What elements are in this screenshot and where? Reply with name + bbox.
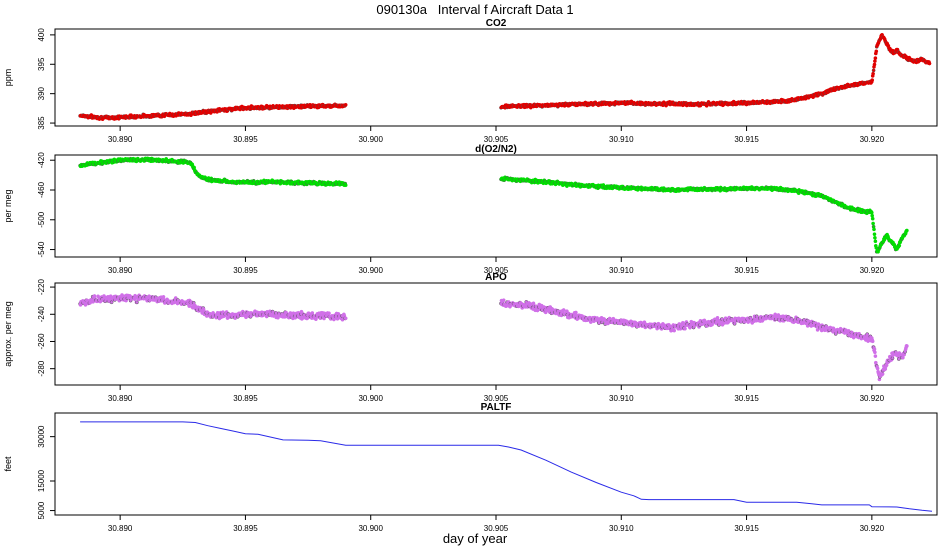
co2-panel: CO2 ppm 30.890 30.895 30.900 30.905 30.910 30.9… [3,18,938,144]
co2-ytick-label: 400 [37,28,46,42]
apo-title: APO [485,272,507,283]
d-o2-n2-data-point [872,232,877,237]
d-o2-n2-title: d(O2/N2) [475,144,517,155]
apo-xtick-label: 30.890 [108,394,133,403]
apo-data-point [501,298,506,303]
apo-data-point [884,363,889,368]
co2-data-point [871,68,876,73]
apo-data-point [672,328,677,333]
apo-data-point [872,347,877,351]
d-o2-n2-data-point [870,216,875,221]
apo-panel: APO approx. per meg 30.890 30.895 30.900 30.9… [3,272,938,403]
co2-data-point [873,59,877,63]
apo-ytick-label: -240 [37,306,46,323]
page-title: 090130a Interval f Aircraft Data 1 [376,2,574,17]
apo-data-point [561,308,566,312]
d-o2-n2-xtick-label: 30.920 [860,266,885,275]
apo-data-point [135,300,139,305]
paltf-title: PALTF [481,402,512,413]
apo-data-point [873,350,877,355]
co2-data-point [871,71,875,76]
co2-data-point [874,49,879,54]
co2-xtick-label: 30.910 [609,135,634,144]
apo-data-point [880,372,885,376]
co2-data-point [927,61,932,66]
apo-data-point [683,326,687,331]
d-o2-n2-xtick-label: 30.910 [609,266,634,275]
d-o2-n2-data-point [871,221,875,226]
d-o2-n2-panel: d(O2/N2) per meg 30.890 30.895 30.900 30.905 3… [3,144,938,275]
d-o2-n2-ytick-label: -420 [37,152,46,169]
apo-data-point [870,339,875,344]
paltf-series-line [80,421,933,512]
d-o2-n2-data-point [897,243,902,248]
apo-xtick-label: 30.895 [233,394,258,403]
co2-title: CO2 [486,18,507,29]
apo-xtick-label: 30.900 [358,394,383,403]
d-o2-n2-xtick-label: 30.915 [734,266,759,275]
d-o2-n2-data-point [870,213,875,218]
paltf-ytick-label: 30000 [37,425,46,448]
apo-data-point [890,356,895,361]
co2-ylabel: ppm [3,69,13,87]
co2-xtick-label: 30.890 [108,135,133,144]
apo-data-point [161,295,166,299]
d-o2-n2-xtick-label: 30.900 [358,266,383,275]
co2-data-point [873,56,878,60]
d-o2-n2-ytick-label: -460 [37,181,46,198]
paltf-ylabel: feet [3,456,13,472]
paltf-ytick-label: 15000 [37,469,46,492]
apo-data-point [327,311,331,316]
d-o2-n2-data-point [873,239,878,244]
co2-xtick-label: 30.920 [860,135,885,144]
apo-ytick-label: -280 [37,360,46,377]
apo-frame [54,282,938,386]
apo-ytick-label: -220 [37,279,46,296]
apo-ytick-label: -260 [37,333,46,350]
co2-data-point [872,62,877,67]
apo-data-point [310,311,315,315]
d-o2-n2-data-point [869,210,874,215]
apo-xtick-label: 30.910 [609,394,634,403]
d-o2-n2-ytick-label: -500 [37,211,46,228]
d-o2-n2-xtick-label: 30.895 [233,266,258,275]
apo-data-point [276,315,280,320]
co2-data-point [343,102,348,107]
apo-data-point [574,310,578,315]
d-o2-n2-ytick-label: -540 [37,241,46,258]
d-o2-n2-data-point [343,183,348,188]
apo-xtick-label: 30.915 [734,394,759,403]
apo-ylabel: approx. per meg [3,301,13,367]
co2-ytick-label: 385 [37,116,46,130]
apo-data-point [905,344,909,348]
d-o2-n2-ylabel: per meg [3,189,13,222]
paltf-ytick-label: 5000 [37,501,46,519]
d-o2-n2-frame [54,154,938,258]
x-axis-label: day of year [442,531,508,546]
co2-frame [54,28,938,127]
co2-xtick-label: 30.900 [358,135,383,144]
apo-data-point [873,354,878,358]
apo-data-point [875,366,880,371]
apo-data-point [901,355,905,360]
d-o2-n2-data-point [872,227,876,232]
co2-data-point [870,78,875,82]
co2-xtick-label: 30.915 [734,135,759,144]
co2-xtick-label: 30.905 [484,135,509,144]
d-o2-n2-xtick-label: 30.905 [484,266,509,275]
co2-xtick-label: 30.895 [233,135,258,144]
d-o2-n2-data-point [873,235,877,240]
d-o2-n2-xtick-label: 30.890 [108,266,133,275]
apo-xtick-label: 30.920 [860,394,885,403]
d-o2-n2-data-point [905,228,909,233]
paltf-frame [54,412,938,516]
co2-ytick-label: 395 [37,57,46,71]
co2-ytick-label: 390 [37,86,46,100]
apo-data-point [343,316,348,321]
